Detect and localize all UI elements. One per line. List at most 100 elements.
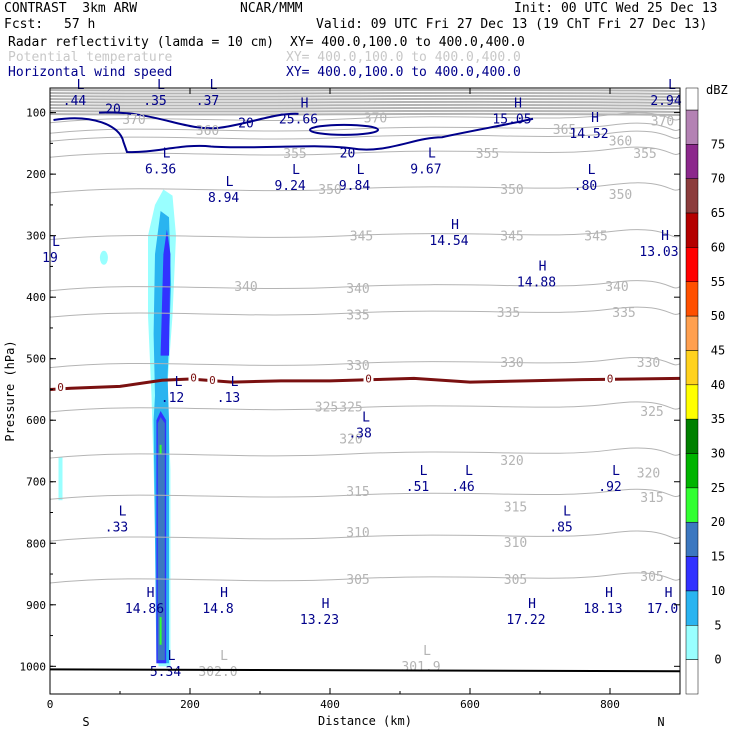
refl-shade-20 — [157, 417, 165, 661]
y-tick-label: 100 — [26, 107, 46, 120]
extremum-type: L — [420, 464, 428, 479]
theta-band-line — [49, 91, 681, 95]
freezing-label: 0 — [365, 373, 372, 386]
colorbar-unit: dBZ — [706, 83, 728, 97]
extremum-type: H — [514, 97, 522, 112]
extremum-type: H — [220, 586, 228, 601]
theta-label: 350 — [318, 183, 341, 198]
theta-label: 320 — [637, 467, 660, 482]
theta-label: 340 — [605, 280, 628, 295]
extremum-value: .51 — [406, 480, 429, 495]
theta-label: 370 — [122, 113, 145, 128]
extremum-type: H — [605, 586, 613, 601]
extremum-type: L — [52, 235, 60, 250]
theta-label: 315 — [346, 485, 369, 500]
theta-label: 370 — [651, 115, 674, 130]
forecast-value: 57 h — [64, 17, 96, 32]
wind-contour-lines — [49, 111, 681, 391]
wind-label: 20 — [340, 147, 356, 162]
theta-label: 355 — [476, 147, 499, 162]
extremum-value: .37 — [196, 94, 219, 109]
theta-line-350 — [49, 182, 681, 194]
theta-line-310 — [49, 530, 681, 542]
colorbar-label: 65 — [711, 206, 725, 220]
colorbar-swatch — [685, 109, 699, 145]
theta-line-345 — [49, 229, 681, 241]
freezing-label: 0 — [190, 371, 197, 384]
extremum-type: L — [428, 147, 436, 162]
theta-contour-lines — [49, 88, 681, 584]
colorbar-label: 30 — [711, 447, 725, 461]
valid-time: Valid: 09 UTC Fri 27 Dec 13 (19 ChT Fri … — [316, 17, 708, 32]
field2-name: Potential temperature — [8, 50, 173, 65]
extremum-type: L — [588, 163, 596, 178]
field1-xy: XY= 400.0,100.0 to 400.0,400.0 — [290, 35, 525, 50]
theta-label: 325 — [339, 401, 362, 416]
extremum-type: L — [612, 464, 620, 479]
colorbar-swatch — [685, 521, 699, 557]
extremum-type: L — [357, 163, 365, 178]
extremum-value: 9.84 — [339, 179, 370, 194]
extremum-value: 302.0 — [198, 665, 237, 680]
colorbar-label: 10 — [711, 584, 725, 598]
colorbar-label: 5 — [714, 618, 721, 632]
theta-line-335 — [49, 306, 681, 318]
colorbar-swatch — [685, 625, 699, 660]
refl-cell-small — [99, 250, 108, 265]
extremum-type: L — [668, 78, 676, 93]
extremum-value: .13 — [217, 391, 240, 406]
extremum-value: 8.94 — [208, 191, 239, 206]
colorbar-swatch — [685, 590, 699, 626]
theta-label: 345 — [350, 230, 373, 245]
field3-name: Horizontal wind speed — [8, 65, 173, 80]
freezing-label: 0 — [607, 373, 614, 386]
extremum-value: 9.67 — [410, 163, 441, 178]
extremum-type: L — [465, 464, 473, 479]
extremum-value: 14.54 — [429, 234, 468, 249]
extremum-value: .85 — [549, 521, 572, 536]
colorbar-swatch — [685, 556, 699, 592]
field2-xy: XY= 400.0,100.0 to 400.0,400.0 — [286, 50, 521, 65]
colorbar-label: 60 — [711, 240, 725, 254]
extremum-type: H — [147, 586, 155, 601]
colorbar-label: 75 — [711, 137, 725, 151]
x-tick-label: 0 — [47, 698, 54, 711]
y-tick-label: 800 — [26, 537, 46, 550]
x-axis-title: Distance (km) — [318, 714, 412, 728]
extremum-type: H — [591, 111, 599, 126]
extremum-value: 14.8 — [202, 602, 233, 617]
theta-label: 335 — [497, 306, 520, 321]
extremum-value: 14.88 — [517, 276, 556, 291]
ground-line — [49, 668, 681, 673]
theta-band-line — [49, 109, 681, 113]
theta-line-370 — [49, 112, 681, 124]
theta-band-line — [49, 97, 681, 101]
y-tick-label: 400 — [26, 291, 46, 304]
extremum-type: L — [77, 78, 85, 93]
theta-line-315 — [49, 488, 681, 500]
extremum-type: H — [451, 218, 459, 233]
extremum-value: 14.86 — [125, 602, 164, 617]
colorbar-label: 35 — [711, 412, 725, 426]
extremum-value: .38 — [348, 426, 371, 441]
extremum-value: 18.13 — [583, 602, 622, 617]
y-tick-label: 300 — [26, 230, 46, 243]
freezing-label-bg — [55, 381, 66, 393]
extremum-value: .12 — [161, 391, 184, 406]
extremum-value: 17.22 — [506, 613, 545, 628]
theta-line-325 — [49, 401, 681, 413]
init-time: Init: 00 UTC Wed 25 Dec 13 — [514, 1, 718, 16]
y-axis-title: Pressure (hPa) — [3, 340, 17, 441]
y-tick-label: 1000 — [20, 660, 47, 673]
extremum-type: L — [168, 649, 176, 664]
extremum-value: .92 — [598, 480, 621, 495]
colorbar-label: 20 — [711, 515, 725, 529]
theta-label: 315 — [640, 491, 663, 506]
colorbar-top-cap — [685, 87, 699, 111]
extremum-type: L — [231, 375, 239, 390]
theta-band-line — [49, 106, 681, 110]
colorbar-label: 50 — [711, 309, 725, 323]
extremum-type: L — [175, 375, 183, 390]
extremum-type: L — [226, 175, 234, 190]
